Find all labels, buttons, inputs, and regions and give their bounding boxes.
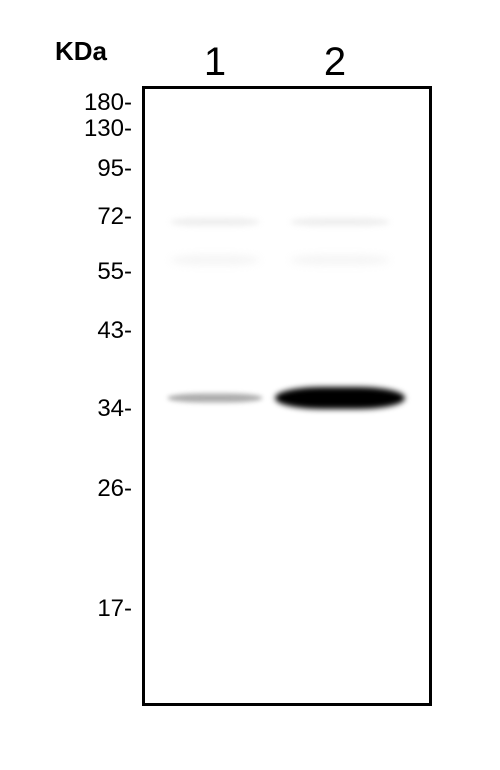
mw-marker-130: 130- — [42, 115, 132, 143]
mw-marker-55: 55- — [42, 258, 132, 286]
faint-band — [290, 218, 390, 226]
band-lane1-35kda — [168, 394, 263, 403]
lane-label-1: 1 — [204, 40, 226, 85]
mw-marker-43: 43- — [42, 317, 132, 345]
mw-marker-26: 26- — [42, 475, 132, 503]
mw-marker-180: 180- — [42, 89, 132, 117]
band-lane2-35kda — [275, 387, 405, 409]
western-blot-figure: { "type": "western-blot", "canvas": { "w… — [0, 0, 500, 770]
faint-band — [170, 218, 260, 226]
mw-marker-95: 95- — [42, 155, 132, 183]
mw-marker-72: 72- — [42, 203, 132, 231]
units-label: KDa — [55, 36, 107, 67]
lane-label-2: 2 — [324, 40, 346, 85]
mw-marker-34: 34- — [42, 395, 132, 423]
faint-band — [290, 255, 390, 265]
faint-band — [170, 255, 260, 265]
mw-marker-17: 17- — [42, 595, 132, 623]
